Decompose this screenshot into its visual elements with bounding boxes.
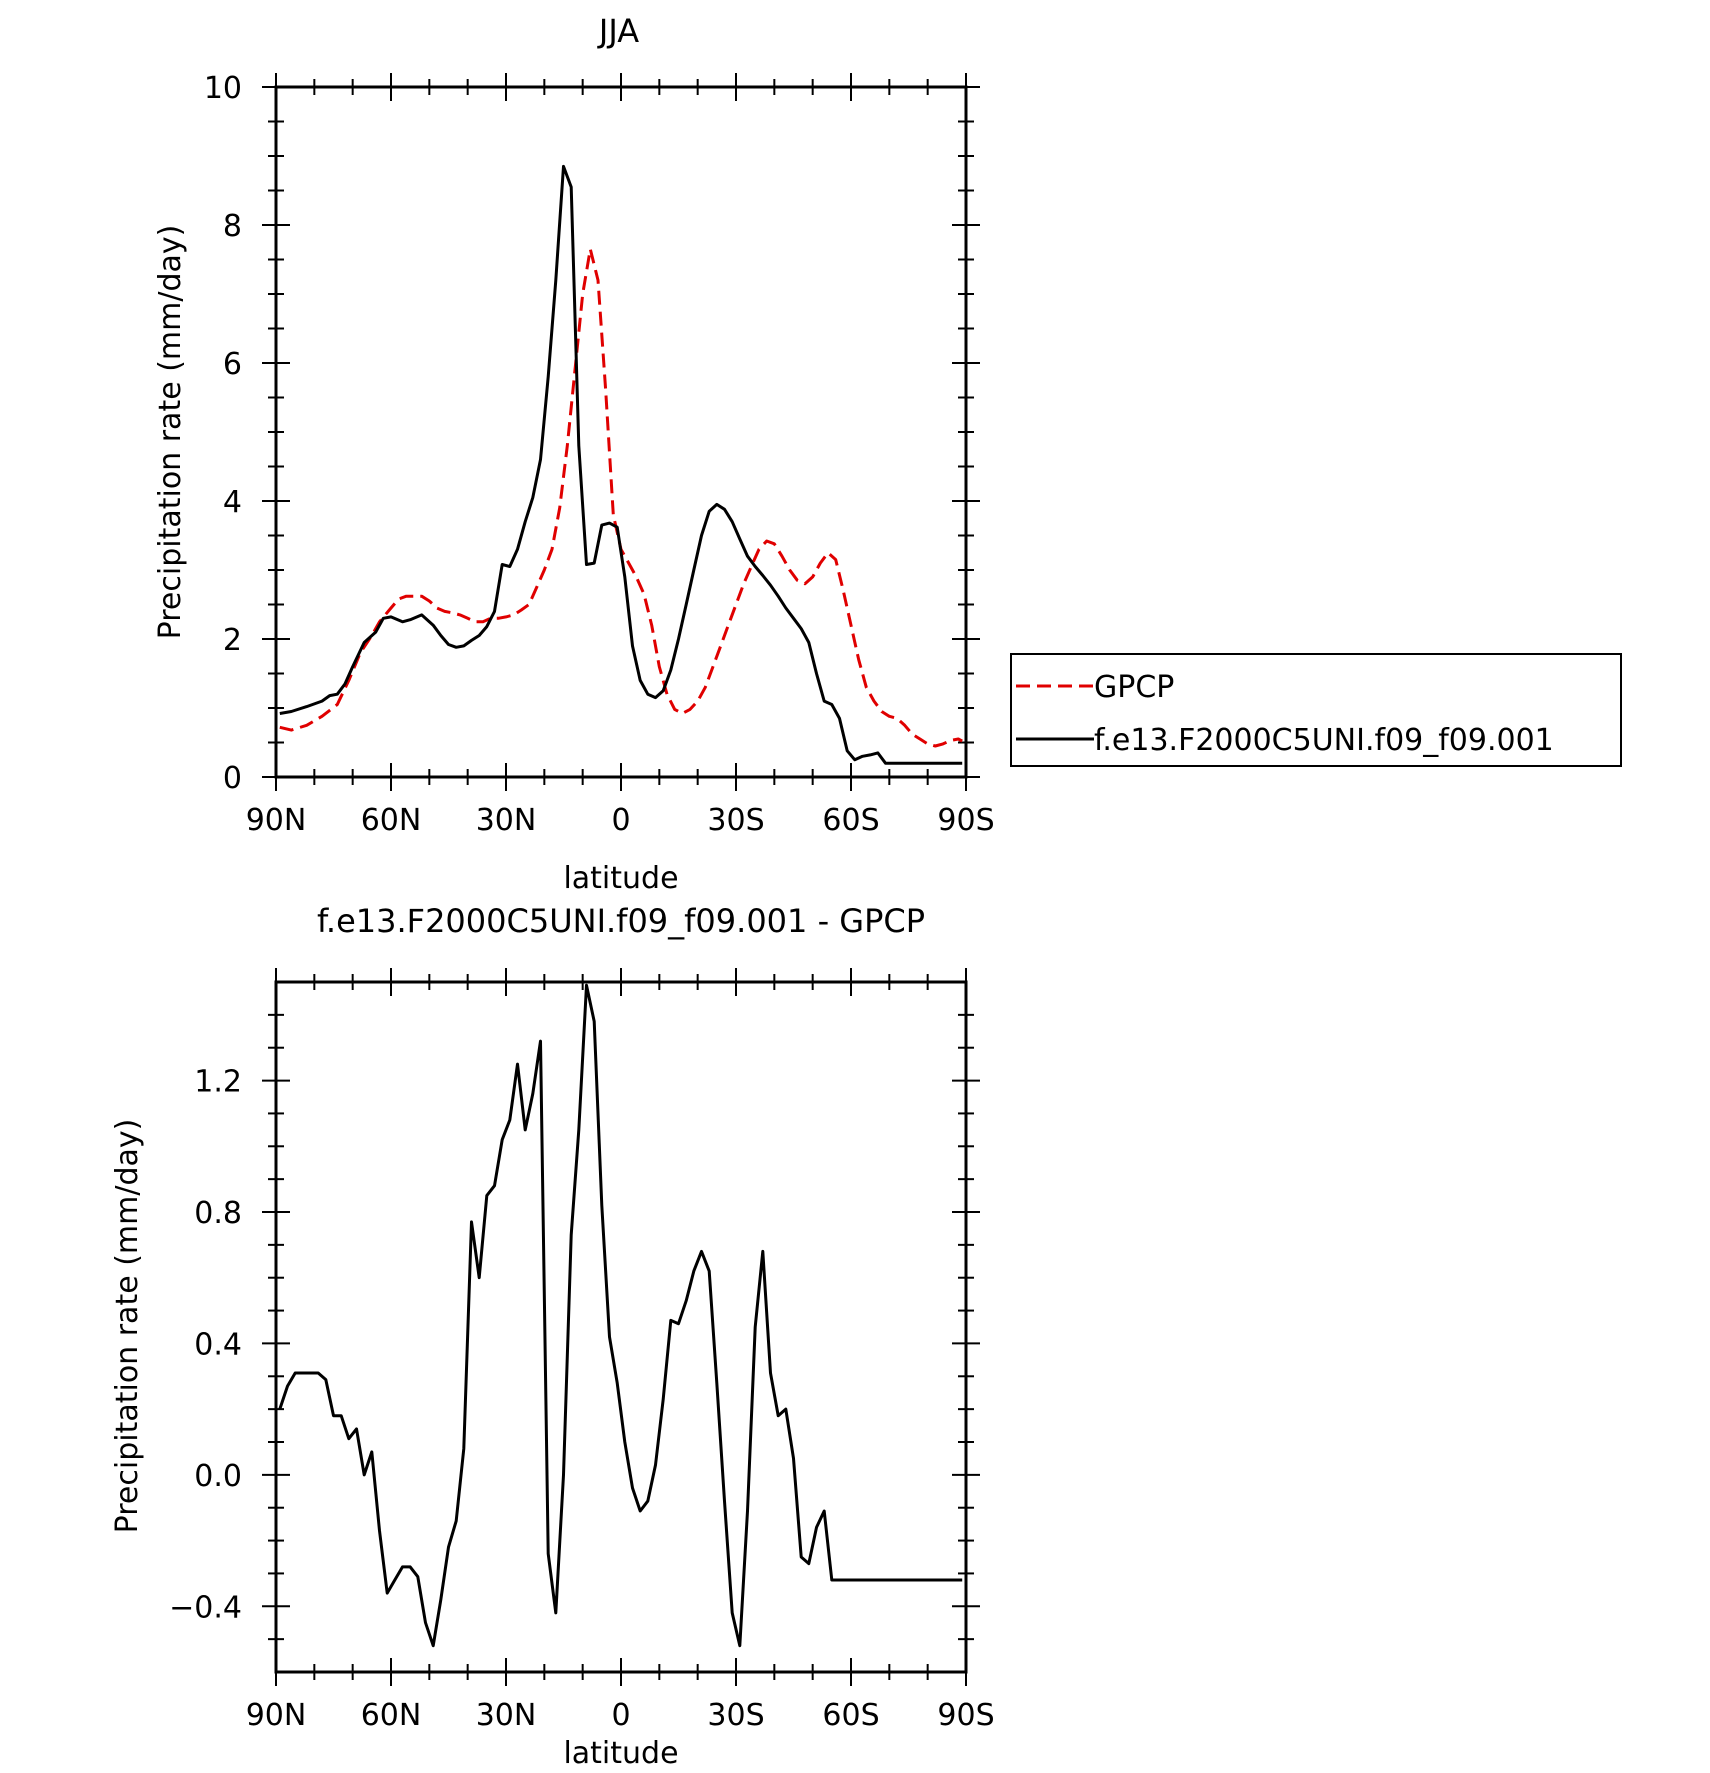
top-chart-frame xyxy=(274,85,968,779)
legend-label-model: f.e13.F2000C5UNI.f09_f09.001 xyxy=(1094,723,1554,758)
top-x-tick-label: 90N xyxy=(246,803,307,838)
top-series-line-gpcp xyxy=(279,247,963,748)
bottom-y-tick-label: 1.2 xyxy=(194,1065,242,1100)
bottom-x-tick-label: 60S xyxy=(822,1698,879,1733)
bottom-x-tick-label: 30N xyxy=(476,1698,537,1733)
top-chart-legend: GPCP f.e13.F2000C5UNI.f09_f09.001 xyxy=(1010,653,1622,767)
bottom-chart-series xyxy=(278,983,963,1648)
top-chart-ticks: 90N 60N 30N 0 30S 60S 90S 0 2 4 6 8 10 xyxy=(204,71,995,838)
top-y-tick-label: 10 xyxy=(204,71,242,106)
top-y-tick-label: 2 xyxy=(223,623,242,658)
top-y-tick-label: 8 xyxy=(223,209,242,244)
bottom-chart-ylabel: Precipitation rate (mm/day) xyxy=(110,1119,145,1534)
top-x-tick-label: 30N xyxy=(476,803,537,838)
bottom-y-tick-label: −0.4 xyxy=(169,1590,242,1625)
top-chart-series xyxy=(279,164,963,765)
top-x-tick-label: 60N xyxy=(361,803,422,838)
bottom-y-tick-label: 0.4 xyxy=(194,1327,242,1362)
bottom-x-tick-label: 90S xyxy=(937,1698,994,1733)
bottom-y-tick-label: 0.0 xyxy=(194,1459,242,1494)
top-x-tick-label: 30S xyxy=(707,803,764,838)
top-chart: JJA 90N 60N 30N 0 30S 60S 90S 0 2 4 6 8 10 Precipita… xyxy=(153,12,1622,896)
bottom-series-line-0 xyxy=(278,983,963,1648)
top-series-line-f-e13-f2000c5uni-f09-f09-001 xyxy=(279,164,963,765)
top-y-tick-label: 6 xyxy=(223,347,242,382)
bottom-x-tick-label: 30S xyxy=(707,1698,764,1733)
bottom-y-tick-label: 0.8 xyxy=(194,1196,242,1231)
bottom-chart-xlabel: latitude xyxy=(563,1736,678,1771)
top-x-tick-label: 90S xyxy=(937,803,994,838)
top-chart-xlabel: latitude xyxy=(563,861,678,896)
bottom-x-tick-label: 90N xyxy=(246,1698,307,1733)
top-y-tick-label: 0 xyxy=(223,761,242,796)
top-x-tick-label: 60S xyxy=(822,803,879,838)
top-x-tick-label: 0 xyxy=(611,803,630,838)
bottom-chart: f.e13.F2000C5UNI.f09_f09.001 - GPCP 90N 6… xyxy=(110,902,995,1771)
top-chart-ylabel: Precipitation rate (mm/day) xyxy=(153,225,188,640)
top-chart-title: JJA xyxy=(597,12,639,50)
top-y-tick-label: 4 xyxy=(223,485,242,520)
bottom-chart-frame xyxy=(274,980,968,1674)
bottom-x-tick-label: 60N xyxy=(361,1698,422,1733)
bottom-x-tick-label: 0 xyxy=(611,1698,630,1733)
legend-box xyxy=(1010,653,1622,767)
bottom-chart-title: f.e13.F2000C5UNI.f09_f09.001 - GPCP xyxy=(317,902,925,940)
legend-label-gpcp: GPCP xyxy=(1094,670,1174,705)
